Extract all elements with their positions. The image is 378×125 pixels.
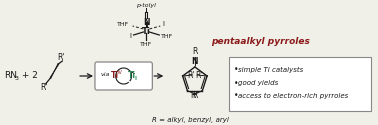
Text: THF: THF — [117, 22, 130, 26]
Text: pentaalkyl pyrroles: pentaalkyl pyrroles — [211, 38, 310, 46]
Text: •: • — [234, 66, 238, 74]
Text: R: R — [192, 47, 198, 56]
Text: 3: 3 — [15, 76, 19, 82]
Text: Ti: Ti — [128, 70, 136, 80]
Text: IV: IV — [117, 70, 122, 74]
Text: R = alkyl, benzyl, aryl: R = alkyl, benzyl, aryl — [152, 117, 229, 123]
Text: p-tolyl: p-tolyl — [136, 3, 156, 8]
Text: N: N — [143, 18, 150, 27]
Text: R': R' — [40, 82, 47, 92]
Text: Ti: Ti — [111, 70, 119, 80]
Text: •: • — [234, 92, 238, 100]
Text: II: II — [134, 76, 137, 80]
Text: access to electron-rich pyrroles: access to electron-rich pyrroles — [239, 93, 349, 99]
FancyBboxPatch shape — [229, 57, 371, 111]
Text: R': R' — [192, 91, 199, 100]
Text: I: I — [130, 33, 132, 39]
Text: R': R' — [57, 54, 65, 62]
Text: Ti: Ti — [142, 27, 151, 36]
Text: R': R' — [187, 72, 194, 80]
Text: R': R' — [191, 91, 198, 100]
Text: •: • — [234, 78, 238, 88]
Text: good yields: good yields — [239, 80, 279, 86]
Text: simple Ti catalysts: simple Ti catalysts — [239, 67, 304, 73]
Text: via: via — [101, 72, 110, 78]
Text: N: N — [192, 57, 198, 66]
Text: R': R' — [195, 72, 203, 80]
Text: + 2: + 2 — [19, 70, 38, 80]
FancyBboxPatch shape — [95, 62, 152, 90]
Text: RN: RN — [4, 70, 17, 80]
Text: I: I — [162, 21, 164, 27]
Text: THF: THF — [140, 42, 153, 47]
Text: THF: THF — [161, 34, 174, 38]
